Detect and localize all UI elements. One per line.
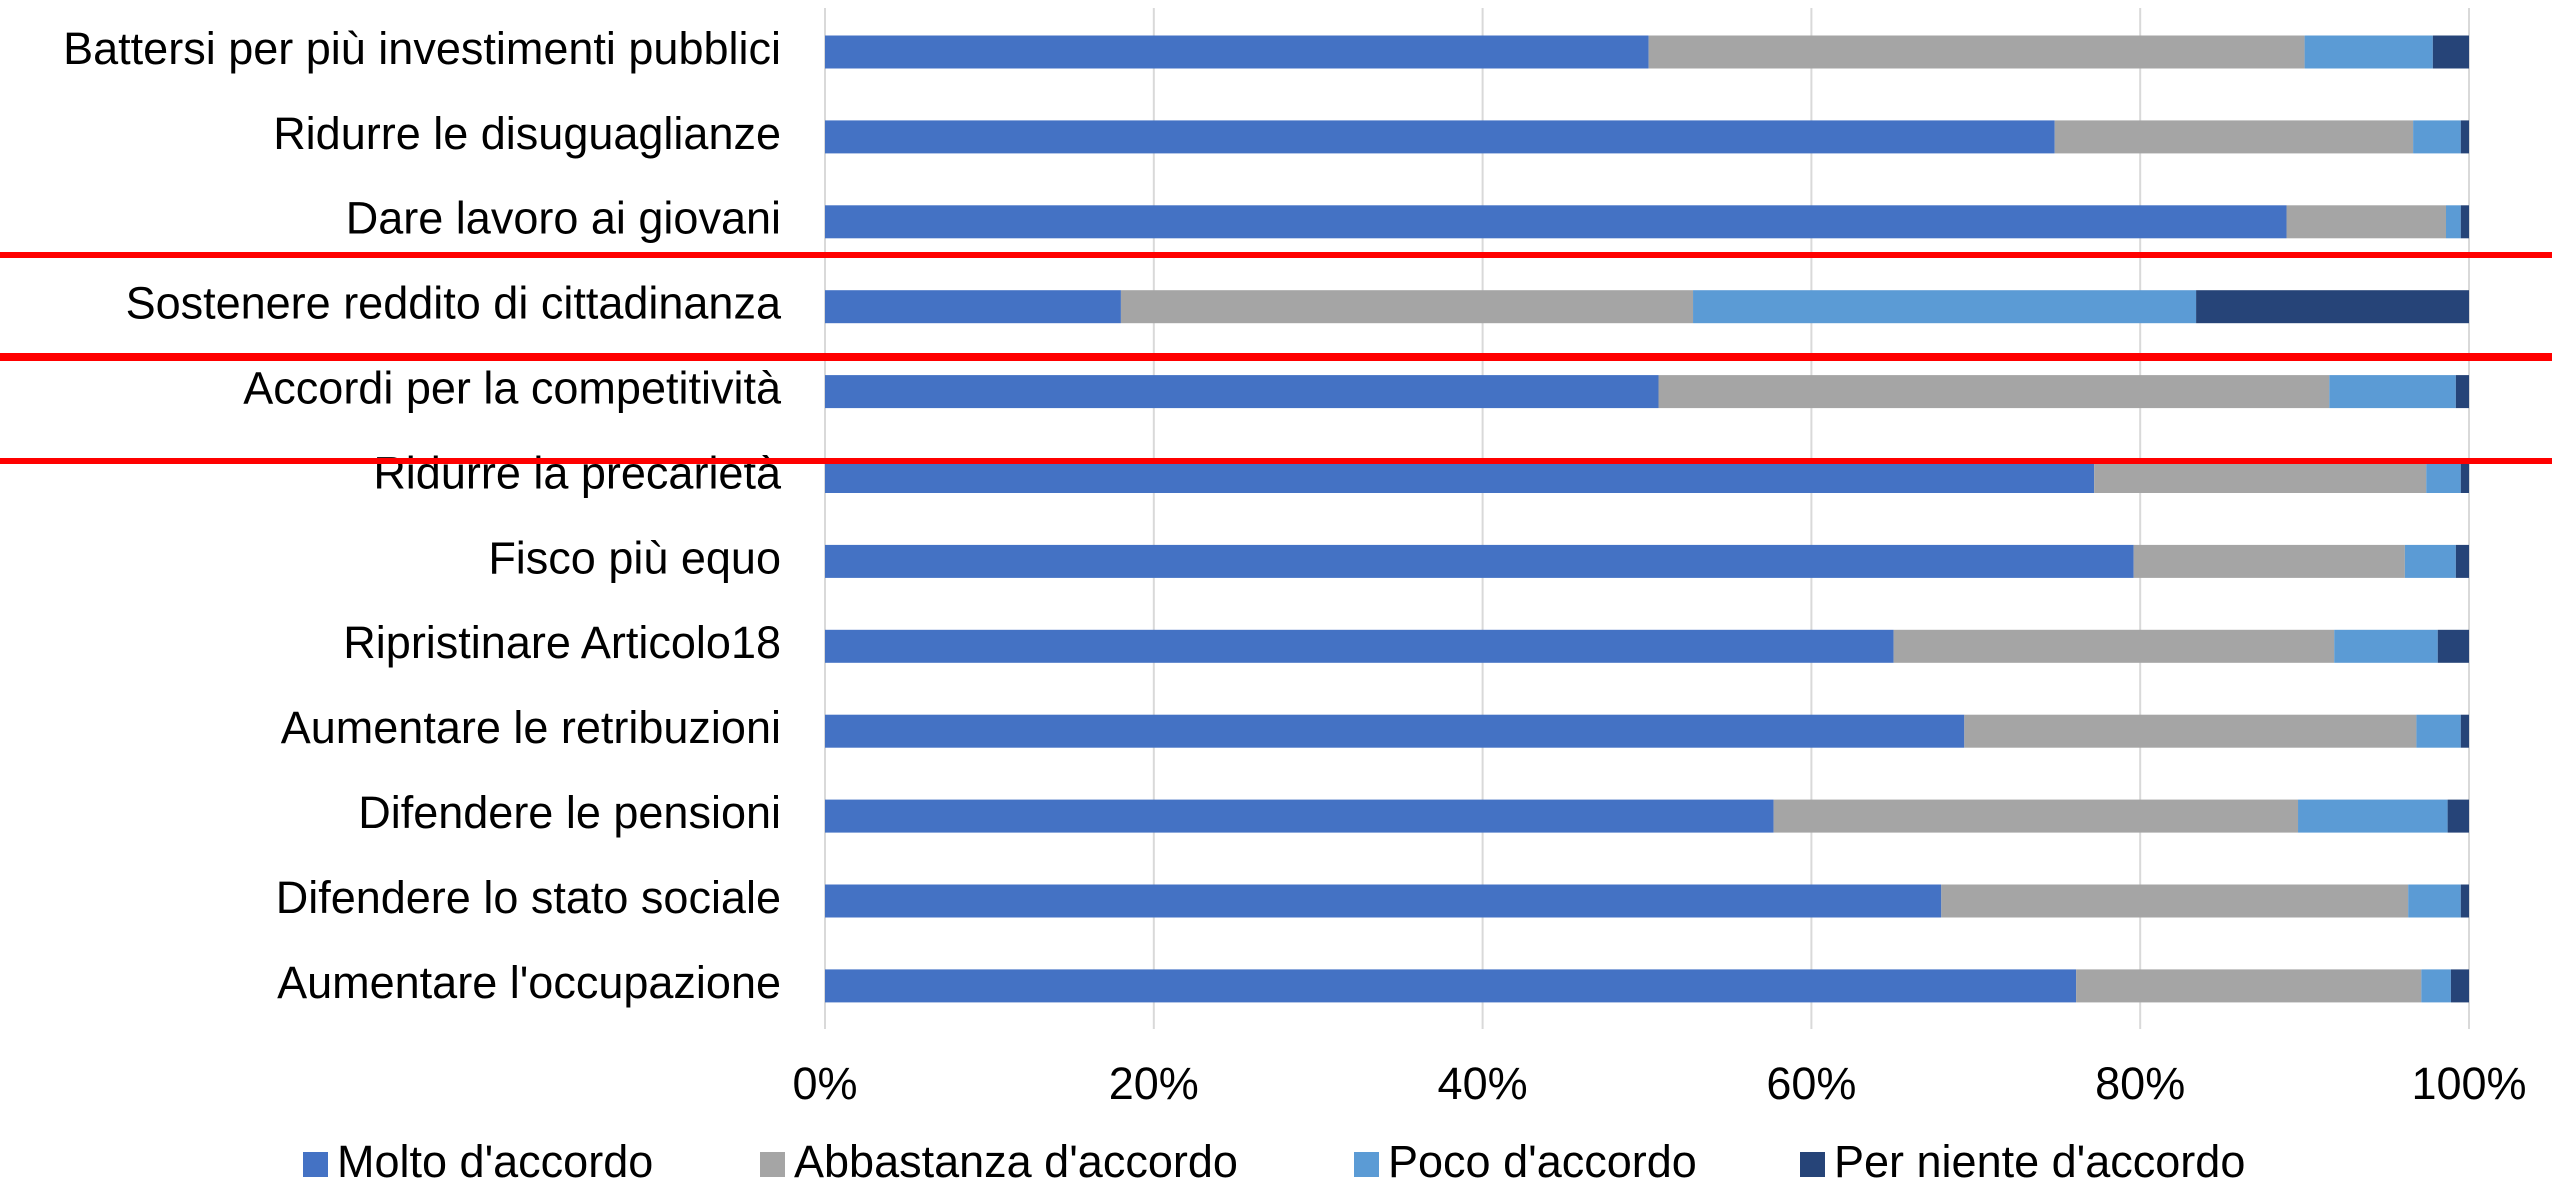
bar-segment: [2421, 969, 2451, 1003]
bar-segment: [825, 460, 2095, 493]
x-tick-label: 40%: [1438, 1058, 1528, 1109]
bar-segment: [2054, 120, 2414, 154]
y-tick-label: Battersi per più investimenti pubblici: [63, 23, 781, 74]
bar-segment: [1773, 799, 2299, 833]
x-tick-label: 80%: [2095, 1058, 2185, 1109]
y-tick-label: Ridurre la precarietà: [373, 447, 782, 498]
bar-segment: [2460, 714, 2469, 748]
bar-segment: [2329, 375, 2456, 409]
bar-segment: [825, 884, 1942, 918]
highlight-box: [0, 355, 2552, 464]
bar-segment: [2133, 544, 2405, 578]
legend-swatch: [303, 1152, 328, 1177]
legend-swatch: [1354, 1152, 1379, 1177]
bar-segment: [1941, 884, 2409, 918]
y-tick-label: Aumentare l'occupazione: [277, 957, 781, 1008]
y-tick-label: Accordi per la competitività: [243, 362, 782, 413]
legend-swatch: [760, 1152, 785, 1177]
y-tick-label: Difendere le pensioni: [358, 787, 781, 838]
bar-segment: [2455, 375, 2469, 409]
bar-segment: [1693, 290, 2197, 324]
x-tick-label: 0%: [792, 1058, 857, 1109]
legend-label: Abbastanza d'accordo: [794, 1136, 1238, 1186]
legend-label: Poco d'accordo: [1388, 1136, 1697, 1186]
bar-segment: [2076, 969, 2422, 1003]
bar-segment: [2432, 35, 2469, 69]
legend-label: Per niente d'accordo: [1834, 1136, 2245, 1186]
bar-segment: [2460, 460, 2469, 493]
y-tick-label: Sostenere reddito di cittadinanza: [126, 278, 782, 329]
bar-segment: [1658, 375, 2330, 409]
y-tick-label: Aumentare le retribuzioni: [281, 702, 781, 753]
y-tick-label: Dare lavoro ai giovani: [346, 193, 781, 244]
bar-segment: [825, 205, 2287, 239]
bar-segment: [2455, 544, 2469, 578]
bar-segment: [2298, 799, 2448, 833]
bar-segment: [2437, 629, 2469, 663]
x-tick-label: 20%: [1109, 1058, 1199, 1109]
bar-segment: [825, 799, 1774, 833]
bar-segment: [2404, 544, 2456, 578]
legend-label: Molto d'accordo: [337, 1136, 653, 1186]
bar-segment: [825, 714, 1965, 748]
bar-segment: [2450, 969, 2469, 1003]
y-tick-label: Ridurre le disuguaglianze: [273, 108, 781, 159]
bar-segment: [825, 35, 1649, 69]
bar-segment: [2408, 884, 2461, 918]
bar-segment: [2334, 629, 2438, 663]
plot-area: 0% 20% 40% 60% 80% 100% Battersi per più inves…: [63, 8, 2527, 1186]
bar-segment: [1120, 290, 1694, 324]
bar-segment: [2416, 714, 2461, 748]
bar-segment: [2426, 460, 2461, 493]
bar-segment: [825, 120, 2055, 154]
bar-segment: [2460, 884, 2469, 918]
y-tick-label: Fisco più equo: [488, 532, 781, 583]
bar-segment: [2413, 120, 2461, 154]
bar-segment: [2196, 290, 2469, 324]
bar-segment: [825, 969, 2077, 1003]
y-tick-label: Ripristinare Articolo18: [343, 617, 781, 668]
x-tick-label: 100%: [2411, 1058, 2526, 1109]
bar-segment: [825, 290, 1121, 324]
bar-segment: [1964, 714, 2417, 748]
bar-segment: [825, 375, 1659, 409]
bar-segment: [2447, 799, 2469, 833]
y-tick-label: Difendere lo stato sociale: [276, 872, 781, 923]
bar-segment: [2460, 205, 2469, 239]
bar-segment: [1893, 629, 2335, 663]
bar-segment: [825, 544, 2134, 578]
legend-swatch: [1800, 1152, 1825, 1177]
bar-segment: [825, 629, 1894, 663]
bar-segment: [2094, 460, 2427, 493]
bar-segment: [2460, 120, 2469, 154]
bar-segment: [2304, 35, 2433, 69]
bar-segment: [2445, 205, 2461, 239]
x-tick-label: 60%: [1766, 1058, 1856, 1109]
bar-segment: [2286, 205, 2446, 239]
bar-segment: [1648, 35, 2305, 69]
